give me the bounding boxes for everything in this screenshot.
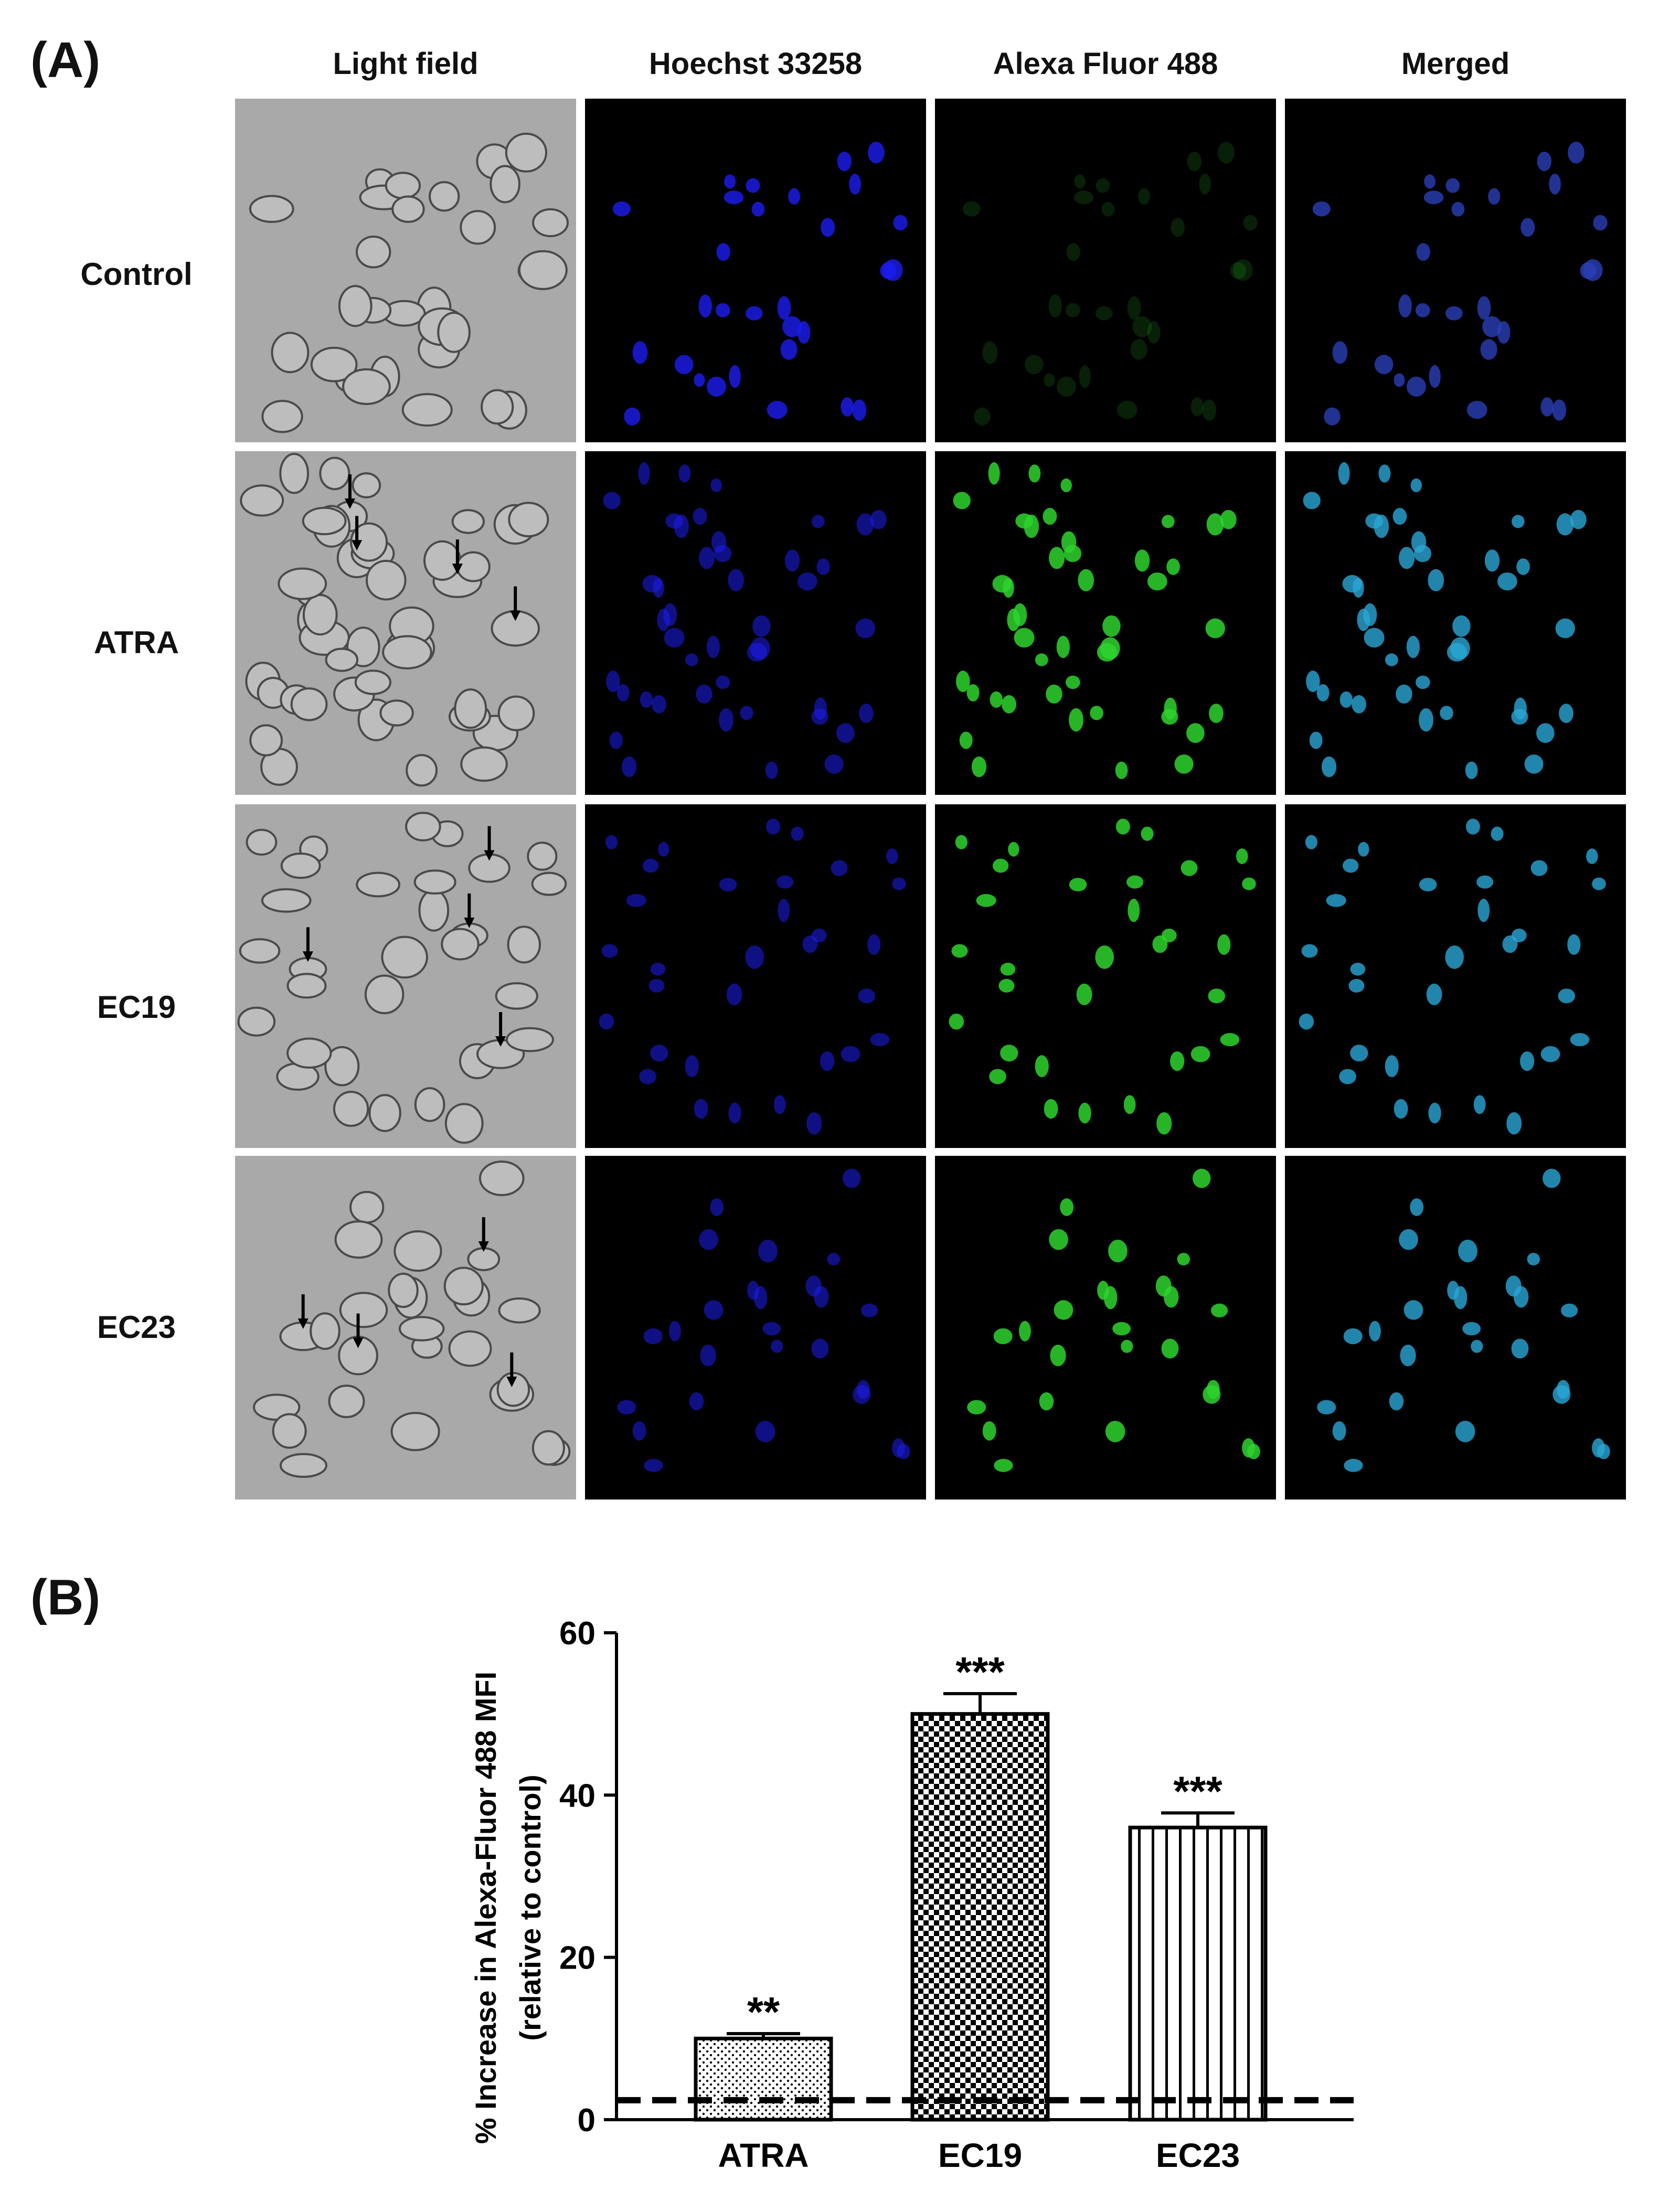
column-header-light-field: Light field <box>333 47 479 81</box>
y-tick-label: 60 <box>559 1615 596 1652</box>
significance-ec23: *** <box>1173 1768 1222 1814</box>
panel-a-label: (A) <box>30 32 101 88</box>
y-axis-title-line2: (relative to control) <box>514 1774 547 2040</box>
bar-ec19 <box>910 1712 1050 2122</box>
y-tick-label: 40 <box>559 1778 596 1814</box>
micrograph-control-merged <box>1285 99 1626 442</box>
significance-atra: ** <box>747 1989 780 2035</box>
micrograph-ec19-light-field <box>235 804 576 1148</box>
micrograph-control-alexa-fluor <box>935 99 1276 442</box>
micrograph-ec19-alexa-fluor <box>935 804 1276 1148</box>
micrograph-atra-merged <box>1285 451 1626 795</box>
column-header-hoechst: Hoechst 33258 <box>648 47 863 81</box>
bar-atra <box>694 2036 833 2122</box>
micrograph-control-light-field <box>235 99 576 442</box>
micrograph-ec23-hoechst <box>585 1156 926 1500</box>
micrograph-atra-light-field <box>235 451 576 795</box>
row-label-atra: ATRA <box>93 625 179 660</box>
y-tick-label: 0 <box>578 2102 596 2139</box>
micrograph-ec23-light-field <box>235 1156 576 1500</box>
micrograph-ec23-alexa-fluor <box>935 1156 1276 1500</box>
x-tick-label-ec19: EC19 <box>938 2136 1022 2174</box>
column-header-alexa-fluor: Alexa Fluor 488 <box>993 47 1218 81</box>
micrograph-ec19-merged <box>1285 804 1626 1148</box>
x-tick-label-ec23: EC23 <box>1156 2136 1240 2174</box>
panel-b-label: (B) <box>30 1569 101 1625</box>
y-tick-label: 20 <box>559 1940 596 1976</box>
row-label-control: Control <box>80 257 193 292</box>
significance-ec19: *** <box>955 1649 1005 1695</box>
micrograph-ec19-hoechst <box>585 804 926 1148</box>
micrograph-atra-alexa-fluor <box>935 451 1276 795</box>
micrograph-control-hoechst <box>585 99 926 442</box>
micrograph-atra-hoechst <box>585 451 926 795</box>
column-header-merged: Merged <box>1401 47 1510 81</box>
y-axis-title: % Increase in Alexa-Fluor 488 MFI <box>469 1672 502 2144</box>
row-label-ec23: EC23 <box>97 1310 176 1345</box>
x-tick-label-atra: ATRA <box>718 2136 809 2174</box>
row-label-ec19: EC19 <box>97 990 176 1025</box>
bar-ec23 <box>1128 1825 1268 2122</box>
micrograph-ec23-merged <box>1285 1156 1626 1500</box>
